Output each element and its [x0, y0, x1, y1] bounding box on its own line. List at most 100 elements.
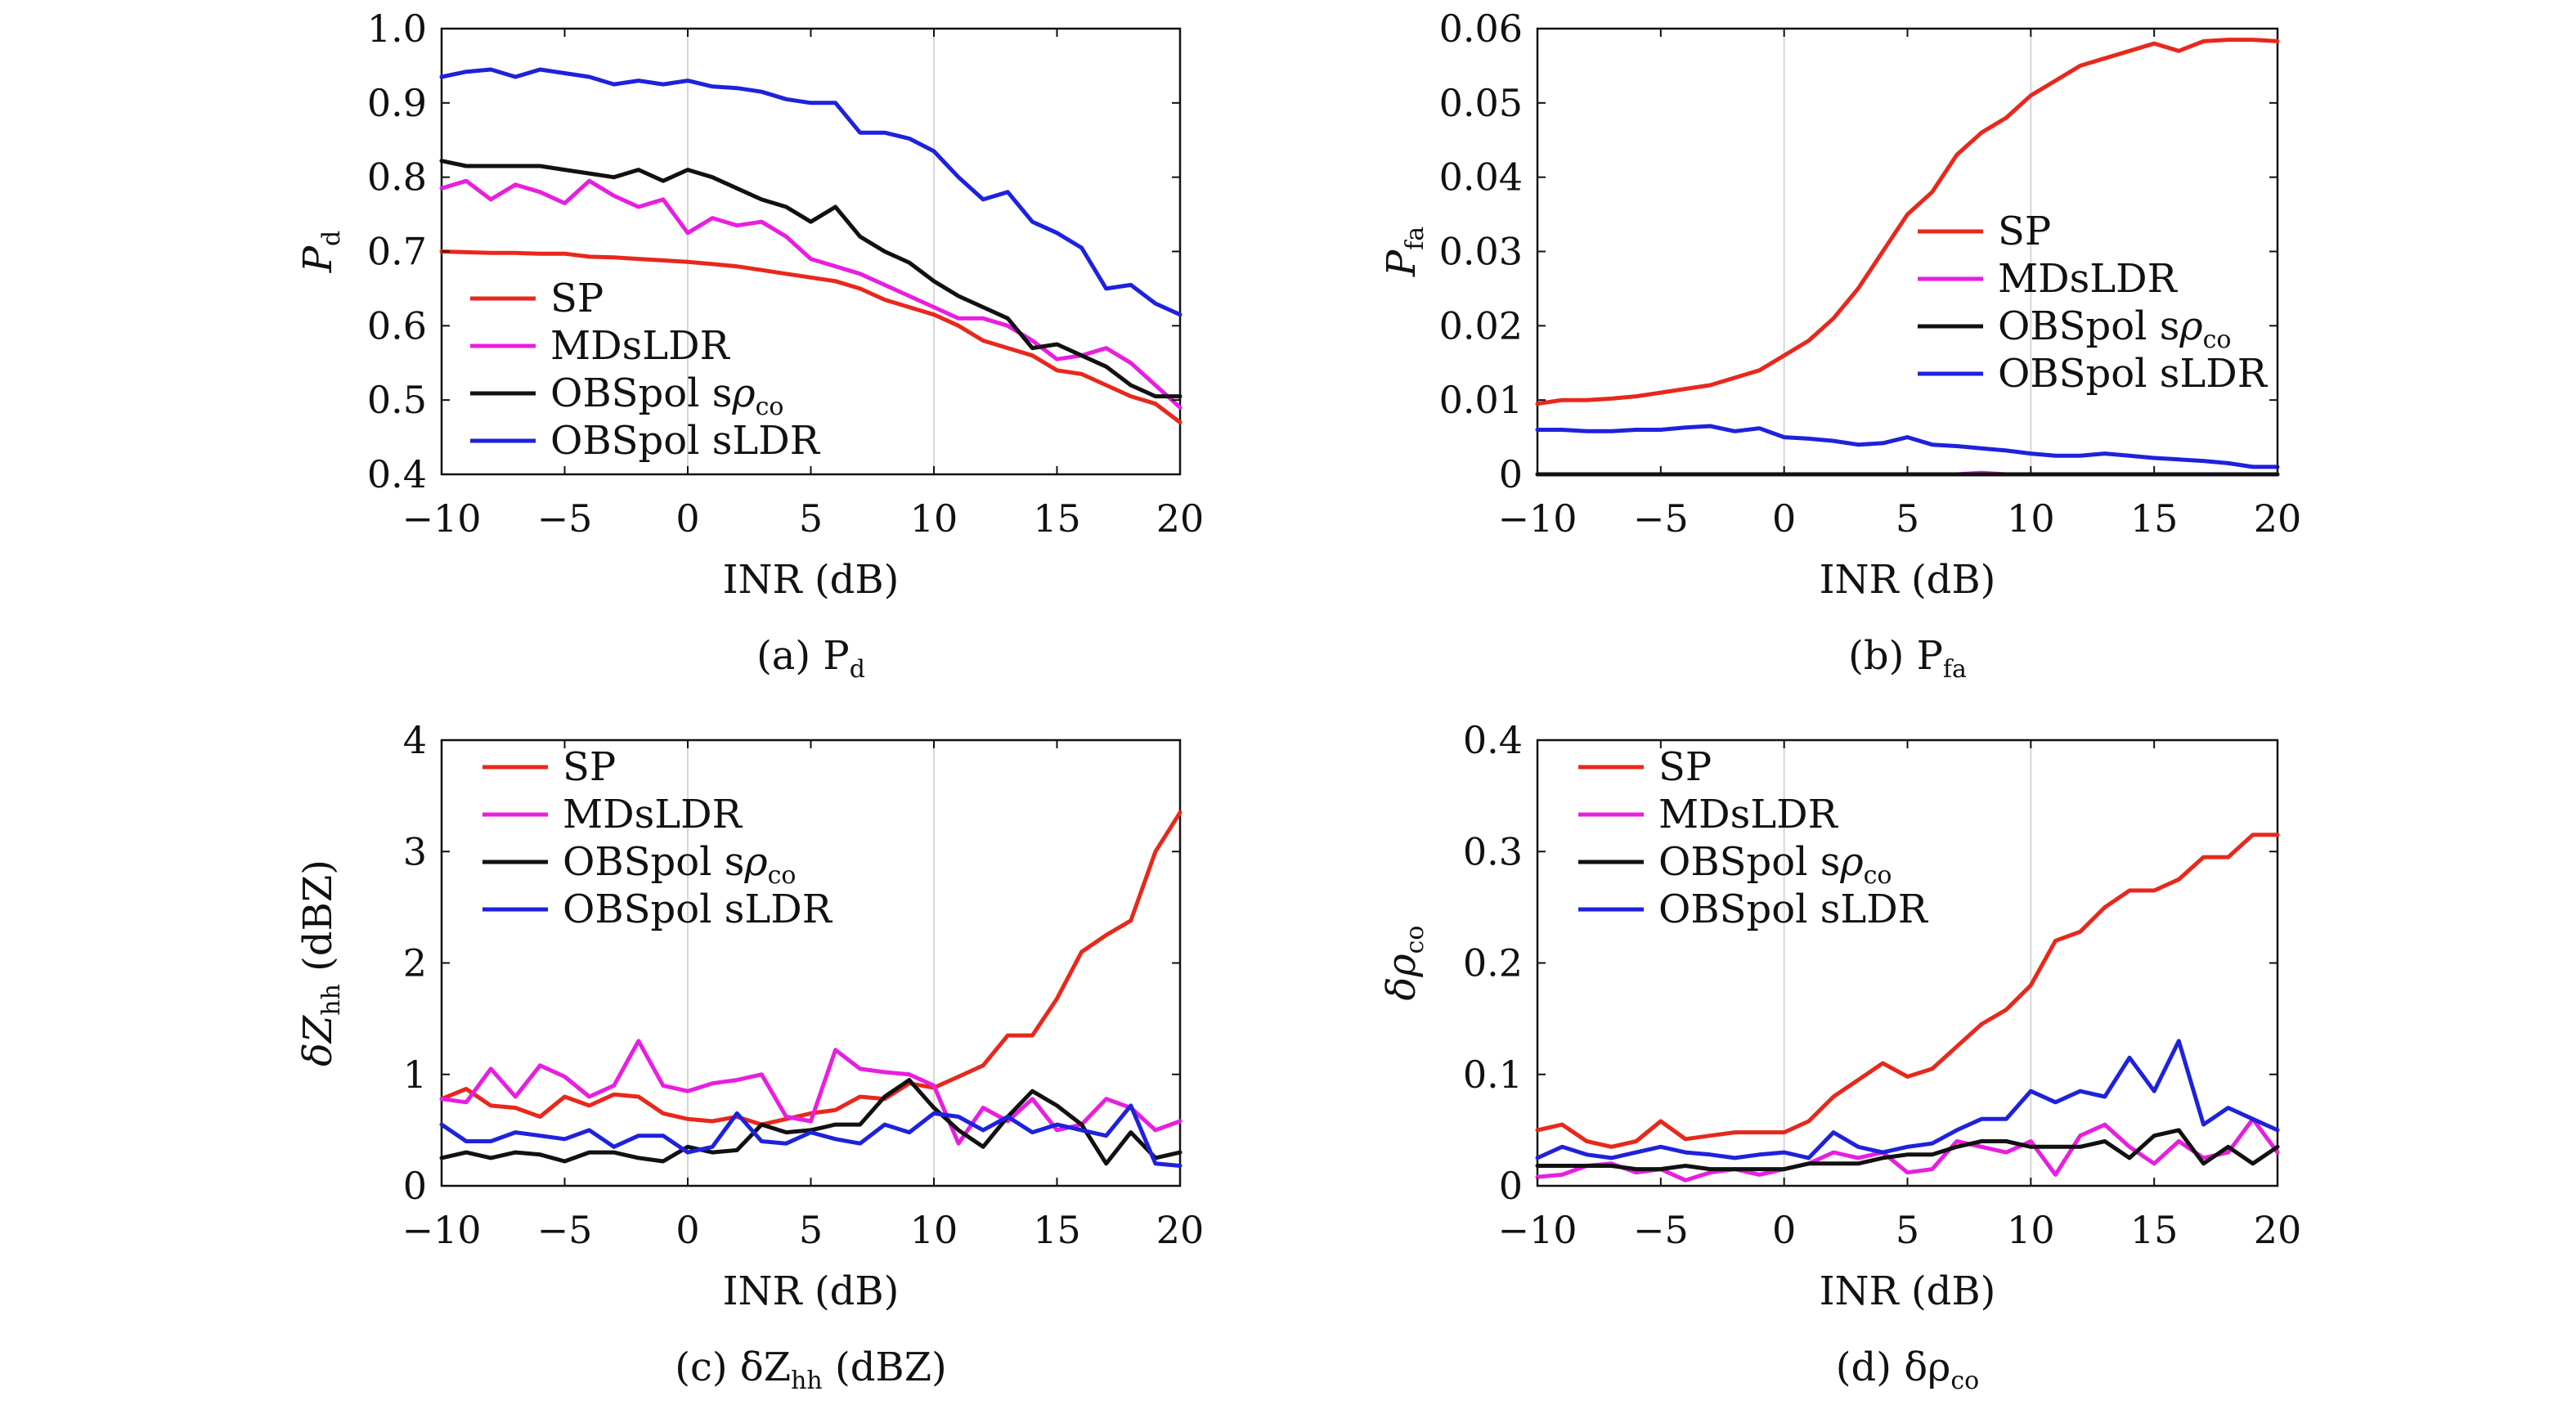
- legend-label-3: OBSpol sLDR: [550, 418, 821, 464]
- series-line-0: [1535, 38, 2280, 406]
- x-tick-label: 10: [2007, 496, 2055, 541]
- x-tick-label: −5: [1633, 496, 1689, 541]
- y-tick-label: 1: [403, 1053, 427, 1097]
- series-line-3: [439, 1103, 1183, 1168]
- y-tick-label: 0.2: [1463, 941, 1523, 985]
- x-tick-label: 0: [1772, 496, 1796, 541]
- legend-label-3: OBSpol sLDR: [563, 887, 833, 932]
- x-tick-label: 20: [2254, 1208, 2302, 1252]
- x-tick-label: 15: [2130, 1208, 2179, 1252]
- y-tick-label: 0.02: [1439, 303, 1523, 348]
- y-tick-label: 0.4: [1463, 718, 1523, 762]
- x-tick-label: −5: [537, 496, 593, 541]
- y-tick-label: 0.1: [1463, 1053, 1523, 1097]
- series-line-0: [439, 249, 1183, 424]
- legend-label-2: OBSpol sρco: [563, 839, 796, 890]
- x-tick-label: 10: [2007, 1208, 2055, 1252]
- legend-label-2: OBSpol sρco: [1998, 303, 2231, 354]
- panel-caption: (a) Pd: [756, 633, 865, 684]
- legend-label-1: MDsLDR: [563, 792, 743, 837]
- y-axis-label: Pfa: [1379, 227, 1429, 277]
- x-tick-label: −10: [402, 1208, 481, 1252]
- y-tick-label: 3: [403, 829, 427, 873]
- x-tick-label: 0: [1772, 1208, 1796, 1252]
- legend-label-3: OBSpol sLDR: [1658, 887, 1929, 932]
- x-tick-label: 0: [675, 1208, 699, 1252]
- x-tick-label: 20: [1156, 1208, 1205, 1252]
- y-tick-label: 0.7: [367, 230, 427, 274]
- y-tick-label: 0.3: [1463, 829, 1523, 873]
- series-line-2: [439, 159, 1183, 399]
- x-tick-label: −5: [1633, 1208, 1689, 1252]
- legend-label-0: SP: [1658, 744, 1712, 790]
- series-line-3: [1535, 424, 2280, 469]
- legend-label-3: OBSpol sLDR: [1998, 351, 2269, 397]
- x-tick-label: 5: [799, 1208, 823, 1252]
- y-tick-label: 4: [403, 718, 427, 762]
- chart-panel-c: −10 −5 0 5 10 15 20 0 1 2 3 4 INR (dB) δZhh (dBZ) (c) …: [295, 718, 1204, 1395]
- x-tick-label: 15: [1033, 496, 1081, 541]
- y-axis-label: δZhh (dBZ): [295, 860, 346, 1066]
- x-tick-label: 10: [910, 1208, 958, 1252]
- series-line-2: [1535, 1128, 2280, 1172]
- y-tick-label: 0.4: [367, 452, 427, 496]
- y-tick-label: 0.04: [1439, 155, 1523, 200]
- y-tick-label: 0.6: [367, 303, 427, 348]
- plot-frame: [1536, 738, 2279, 1187]
- y-tick-label: 2: [403, 941, 427, 985]
- x-tick-label: 5: [1896, 496, 1919, 541]
- y-tick-label: 0.06: [1439, 7, 1523, 51]
- x-axis-label: INR (dB): [1820, 1268, 1996, 1314]
- chart-panel-a: −10 −5 0 5 10 15 20 0.4 0.5 0.6 0.7 0.8 0.9 1.0 INR (d…: [295, 7, 1204, 684]
- x-tick-label: 0: [675, 496, 699, 541]
- series-line-1: [439, 178, 1183, 410]
- series-line-0: [439, 810, 1183, 1127]
- y-tick-label: 0: [1499, 452, 1523, 496]
- panel-caption: (b) Pfa: [1848, 633, 1967, 684]
- x-tick-label: 15: [1033, 1208, 1081, 1252]
- series-line-1: [439, 1039, 1183, 1146]
- legend-label-0: SP: [1998, 209, 2051, 254]
- legend-label-1: MDsLDR: [550, 323, 731, 369]
- plot-frame: [1536, 27, 2279, 476]
- panel-caption: (d) δρco: [1836, 1344, 1979, 1395]
- x-axis-label: INR (dB): [723, 557, 900, 603]
- y-tick-label: 1.0: [367, 7, 427, 51]
- chart-panel-d: −10 −5 0 5 10 15 20 0 0.1 0.2 0.3 0.4 INR (dB) δρco (d…: [1379, 718, 2301, 1395]
- series-line-2: [439, 1078, 1183, 1166]
- x-axis-label: INR (dB): [723, 1268, 900, 1314]
- x-tick-label: 20: [2254, 496, 2302, 541]
- x-tick-label: −10: [1497, 496, 1577, 541]
- y-axis-label: δρco: [1379, 926, 1429, 1001]
- chart-panel-b: −10 −5 0 5 10 15 20 0 0.01 0.02 0.03 0.04 0.05 0.06 IN…: [1379, 7, 2301, 684]
- y-tick-label: 0.01: [1439, 378, 1523, 422]
- legend-label-0: SP: [550, 276, 604, 321]
- x-tick-label: −10: [402, 496, 481, 541]
- x-tick-label: −10: [1497, 1208, 1577, 1252]
- legend-label-1: MDsLDR: [1658, 792, 1839, 837]
- series-line-0: [1535, 833, 2280, 1149]
- y-tick-label: 0: [403, 1164, 427, 1208]
- x-tick-label: −5: [537, 1208, 593, 1252]
- y-tick-label: 0.05: [1439, 81, 1523, 125]
- x-axis-label: INR (dB): [1820, 557, 1996, 603]
- panel-caption: (c) δZhh (dBZ): [675, 1344, 947, 1395]
- y-tick-label: 0.9: [367, 81, 427, 125]
- y-tick-label: 0.8: [367, 155, 427, 200]
- legend-label-0: SP: [563, 744, 616, 790]
- y-tick-label: 0.5: [367, 378, 427, 422]
- x-tick-label: 5: [1896, 1208, 1919, 1252]
- x-tick-label: 15: [2130, 496, 2179, 541]
- x-tick-label: 20: [1156, 496, 1205, 541]
- x-tick-label: 5: [799, 496, 823, 541]
- y-tick-label: 0.03: [1439, 230, 1523, 274]
- y-axis-label: Pd: [295, 231, 346, 274]
- legend-label-2: OBSpol sρco: [550, 370, 783, 421]
- legend-label-1: MDsLDR: [1998, 256, 2179, 302]
- legend-label-2: OBSpol sρco: [1658, 839, 1892, 890]
